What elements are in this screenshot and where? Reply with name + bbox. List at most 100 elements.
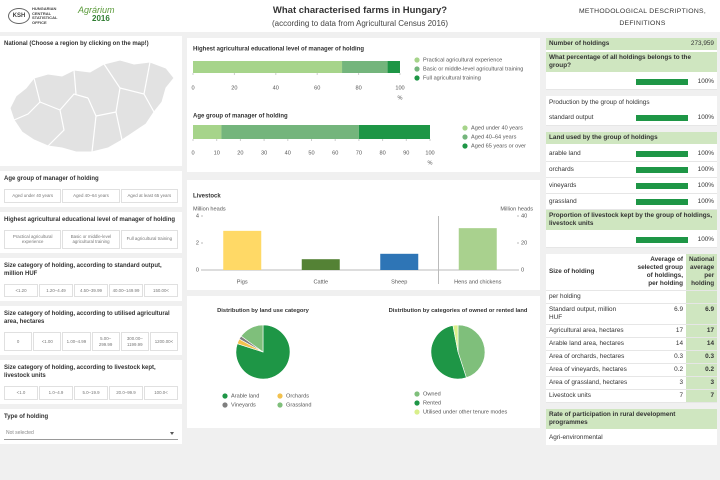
filter-button[interactable]: Aged at least 65 years xyxy=(120,189,178,203)
page-title: What characterised farms in Hungary? xyxy=(272,5,448,16)
stat-bar xyxy=(636,236,688,243)
pie-slice xyxy=(430,325,467,380)
filter-button[interactable]: Aged under 40 years xyxy=(4,189,62,203)
map-title: National (Choose a region by clicking on… xyxy=(4,41,149,47)
filter-card: Size category of holding, according to s… xyxy=(0,257,182,301)
table-cell: Area of orchards, hectares xyxy=(546,351,634,364)
legend-marker xyxy=(222,402,228,408)
table-cell: 0.3 xyxy=(634,351,686,364)
stat-value: 100% xyxy=(697,166,714,173)
x-tick-label: 20 xyxy=(237,150,243,156)
filter-card: Age group of manager of holding Aged unde… xyxy=(0,171,182,207)
chart-title: Highest agricultural educational level o… xyxy=(193,47,364,53)
legend-label: Full agricultural training xyxy=(423,75,481,81)
legend-marker xyxy=(277,402,283,408)
section: Land used by the group of holdings arable… xyxy=(546,132,717,248)
card xyxy=(187,38,540,172)
legend-marker xyxy=(414,75,420,81)
table-cell: Agricultural area, hectares xyxy=(546,325,634,338)
filter-button[interactable]: Aged 40–64 years xyxy=(62,189,120,203)
bar xyxy=(380,253,419,270)
filter-panel: National (Choose a region by clicking on… xyxy=(0,36,182,449)
legend-marker xyxy=(414,57,420,63)
category-label: Sheep xyxy=(391,279,407,285)
filter-button[interactable]: <1.00 xyxy=(33,332,62,351)
stat-value: 100% xyxy=(697,78,714,85)
filter-button[interactable]: 40.00–149.99 xyxy=(109,283,143,297)
filter-button[interactable]: <1.20 xyxy=(4,283,38,297)
bar-track xyxy=(636,236,688,243)
x-tick-label: 40 xyxy=(285,150,291,156)
type-select[interactable]: Not selected xyxy=(4,427,178,440)
stat-bar xyxy=(636,198,688,205)
stat-bar xyxy=(636,78,688,85)
stat-bar xyxy=(636,114,688,121)
filter-options: 0 <1.00 1.00–4.99 5.00–299.99 300.00–1199.99… xyxy=(4,332,179,351)
filter-button[interactable]: 1.00–4.99 xyxy=(62,332,91,351)
bar-segment xyxy=(358,125,430,139)
section-title: Production by the group of holdings xyxy=(549,99,650,106)
logo: KSH xyxy=(8,8,30,24)
filter-button[interactable]: 300.00–1199.99 xyxy=(120,332,149,351)
filter-button[interactable]: 0 xyxy=(4,332,33,351)
table-cell: 6.9 xyxy=(686,304,717,325)
legend-label: Aged under 40 years xyxy=(471,125,523,131)
chart-title: Livestock xyxy=(193,194,221,200)
filter-button[interactable]: 1.20–4.49 xyxy=(39,283,73,297)
table-cell: 6.9 xyxy=(634,304,686,325)
stat-value: 100% xyxy=(697,150,714,157)
legend-label: Grassland xyxy=(286,402,312,408)
filter-button[interactable]: 150.00< xyxy=(144,283,178,297)
table-cell: Standard output, million HUF xyxy=(546,304,634,325)
legend-marker xyxy=(414,409,420,415)
x-tick-label: 80 xyxy=(355,85,361,91)
stat-row: 100% xyxy=(546,74,717,90)
filter-button[interactable]: 4.50–39.99 xyxy=(74,283,108,297)
stat-label: orchards xyxy=(549,166,574,173)
table-cell: Livestock units xyxy=(546,390,634,403)
x-tick-label: 100 xyxy=(395,85,404,91)
x-tick-label: 30 xyxy=(261,150,267,156)
bar-track xyxy=(636,150,688,157)
x-tick-label: 40 xyxy=(273,85,279,91)
table-cell: Area of grassland, hectares xyxy=(546,377,634,390)
section: Rate of participation in rural developme… xyxy=(546,409,717,445)
brand: Agrárium xyxy=(78,5,115,15)
filter-button[interactable]: 20.0–99.9 xyxy=(109,386,143,400)
legend-label: Basic or middle-level agricultural train… xyxy=(423,66,523,72)
filter-button[interactable]: 1200.00< xyxy=(149,332,179,351)
map-region-borders[interactable] xyxy=(13,61,155,153)
legend-marker xyxy=(462,143,468,149)
stats-table: Size of holding Average of selected group… xyxy=(546,254,717,403)
stat-label: standard output xyxy=(549,114,594,121)
legend-marker xyxy=(462,125,468,131)
x-tick-label: 20 xyxy=(231,85,237,91)
section: Production by the group of holdings stand… xyxy=(546,96,717,126)
filter-title: Size category of holding, according to l… xyxy=(4,365,156,379)
holdings-value: 273,959 xyxy=(690,40,714,47)
stat-row: orchards 100% xyxy=(546,162,717,178)
filter-button[interactable]: Practical agricultural experience xyxy=(4,229,62,249)
filter-button[interactable]: Basic or middle-level agricultural train… xyxy=(62,229,120,249)
page-subtitle: (according to data from Agricultural Cen… xyxy=(271,19,449,28)
stat-value: 100% xyxy=(697,182,714,189)
legend-label: Orchards xyxy=(286,393,309,399)
filter-button[interactable]: <1.0 xyxy=(4,386,38,400)
stat-label: grassland xyxy=(549,198,577,205)
bar-segment xyxy=(193,125,222,139)
charts-area: Highest agricultural educational level o… xyxy=(185,34,542,434)
filter-card: Size category of holding, according to u… xyxy=(0,306,182,355)
pie-slice xyxy=(240,324,264,353)
filter-options: Practical agricultural experience Basic o… xyxy=(4,229,178,249)
filter-button[interactable]: Full agricultural training xyxy=(120,229,178,249)
filter-button[interactable]: 1.0–4.9 xyxy=(39,386,73,400)
category-label: Cattle xyxy=(313,279,328,285)
filter-button[interactable]: 5.0–19.9 xyxy=(74,386,108,400)
stat-row: arable land 100% xyxy=(546,146,717,162)
bar-track xyxy=(636,114,688,121)
table-cell: 7 xyxy=(686,390,717,403)
methodology-link[interactable]: METHODOLOGICAL DESCRIPTIONS, DEFINITIONS xyxy=(578,8,707,27)
filter-button[interactable]: 100.0< xyxy=(144,386,178,400)
pie-slice xyxy=(457,324,486,379)
filter-button[interactable]: 5.00–299.99 xyxy=(91,332,120,351)
